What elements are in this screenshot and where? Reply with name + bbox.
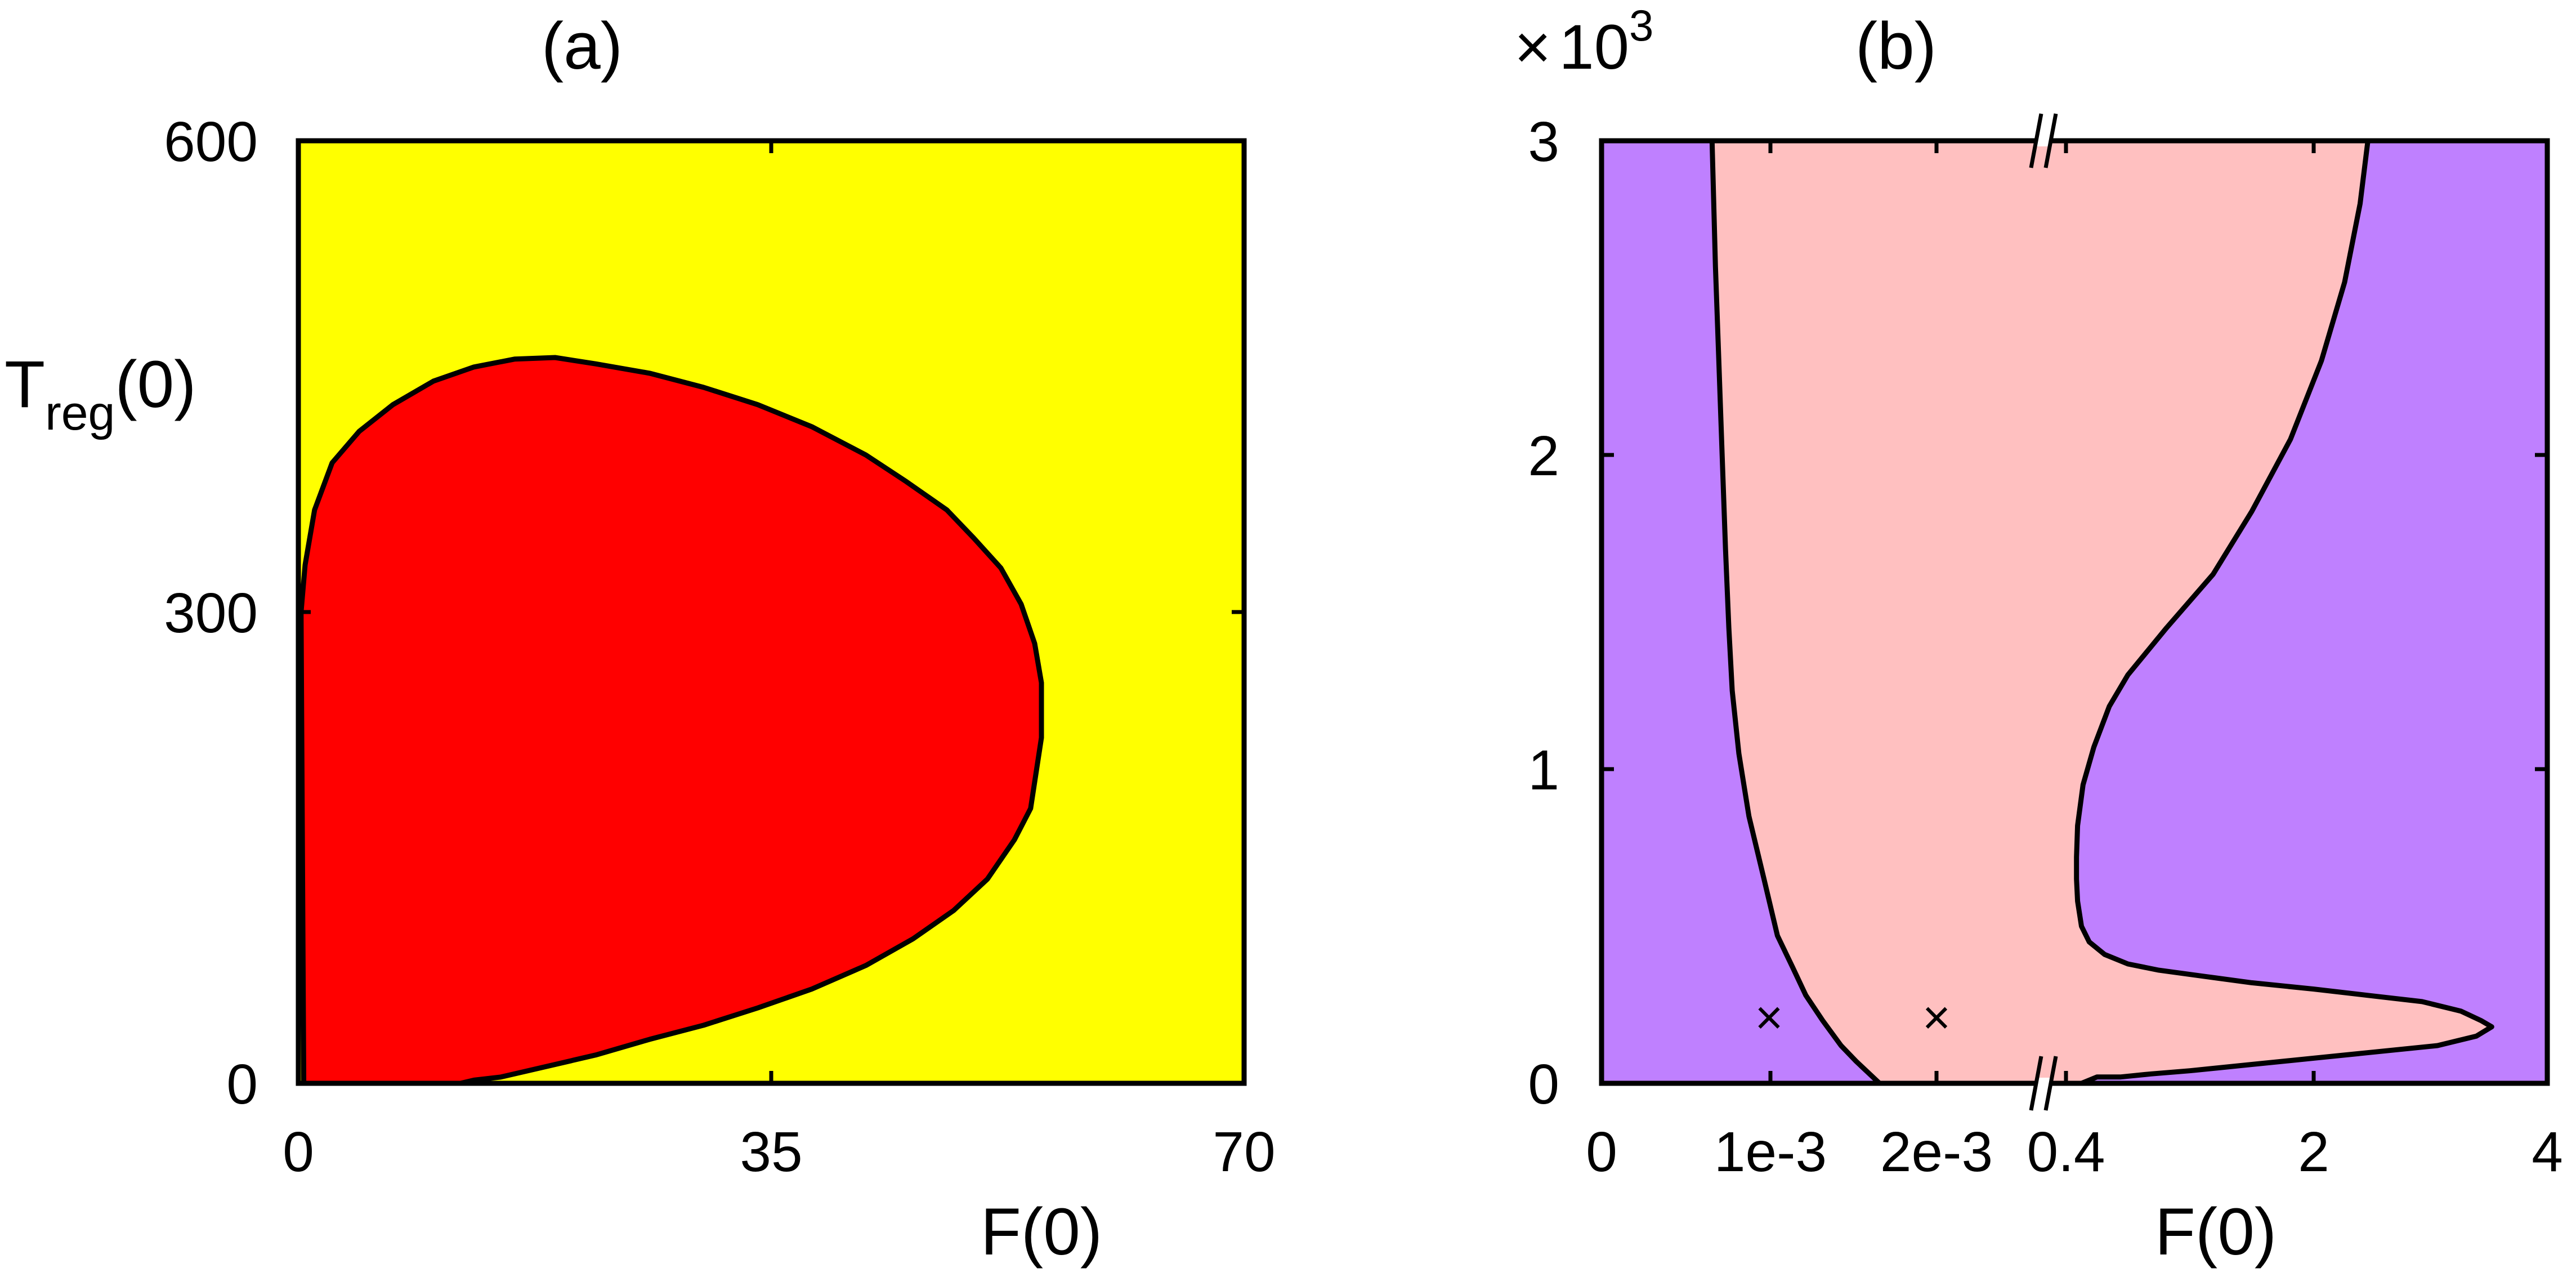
panel-b-frame (1599, 138, 2550, 1086)
panel-b-markers: × × (1755, 990, 1951, 1044)
y-tick-label: 300 (164, 582, 258, 645)
panel-b-x-axis-label: F(0) (2155, 1195, 2277, 1269)
multiplier-symbol: × (1514, 12, 1551, 82)
cross-marker: × (1922, 990, 1951, 1044)
x-tick-label: 1e-3 (1714, 1120, 1827, 1184)
panel-a-ticks (296, 139, 1246, 1086)
panel-a-tick-labels: 0 35 70 0 300 600 (164, 110, 1275, 1184)
panel-a-x-axis-label: F(0) (981, 1195, 1102, 1269)
panel-b-axis-break (2029, 113, 2058, 1111)
axis-break-stroke (2029, 1056, 2043, 1111)
axis-break-gap (2036, 135, 2051, 146)
axis-break-stroke (2043, 1056, 2058, 1111)
x-tick-label: 0.4 (2027, 1120, 2105, 1184)
panel-a-y-axis-label: Treg(0) (5, 347, 196, 440)
x-tick-label: 2 (2298, 1120, 2329, 1184)
x-tick-label: 0 (1586, 1120, 1617, 1184)
y-tick-label: 2 (1528, 425, 1559, 488)
x-tick-label: 2e-3 (1880, 1120, 1993, 1184)
x-tick-label: 0 (283, 1120, 314, 1184)
x-tick-label: 70 (1213, 1120, 1275, 1184)
panel-a: 0 35 70 0 300 600 (a) F(0) Treg(0) (5, 9, 1276, 1269)
panel-b-title: (b) (1855, 9, 1937, 83)
y-tick-label: 3 (1528, 110, 1559, 173)
panel-a-title: (a) (542, 9, 623, 83)
y-axis-label-tail: (0) (115, 347, 196, 422)
axis-break-stroke (2029, 113, 2043, 168)
y-axis-label-subscript: reg (45, 386, 115, 440)
cross-marker: × (1755, 990, 1783, 1044)
y-tick-label: 0 (226, 1053, 258, 1116)
panel-a-red-region (298, 355, 1044, 1086)
panel-b-left-boundary (1709, 140, 1881, 1086)
y-tick-label: 600 (164, 110, 258, 173)
panel-b-ticks (1599, 139, 2550, 1086)
panel-b-pink-region (1712, 141, 2492, 1083)
multiplier-exponent: 3 (1629, 1, 1653, 50)
multiplier-base: 10 (1559, 12, 1629, 82)
panel-b-right-boundary (2074, 140, 2494, 1086)
axis-break-stroke (2043, 113, 2058, 168)
y-tick-label: 0 (1528, 1053, 1559, 1116)
axis-break-gap (2036, 1078, 2051, 1089)
y-tick-label: 1 (1528, 739, 1559, 802)
y-axis-label-main: T (5, 347, 45, 422)
panel-b-tick-labels: 0 1e-3 2e-3 0.4 2 4 0 1 2 3 (1528, 110, 2562, 1184)
x-tick-label: 4 (2532, 1120, 2563, 1184)
x-tick-label: 35 (740, 1120, 802, 1184)
panel-b-y-multiplier: × 103 (1514, 1, 1653, 82)
